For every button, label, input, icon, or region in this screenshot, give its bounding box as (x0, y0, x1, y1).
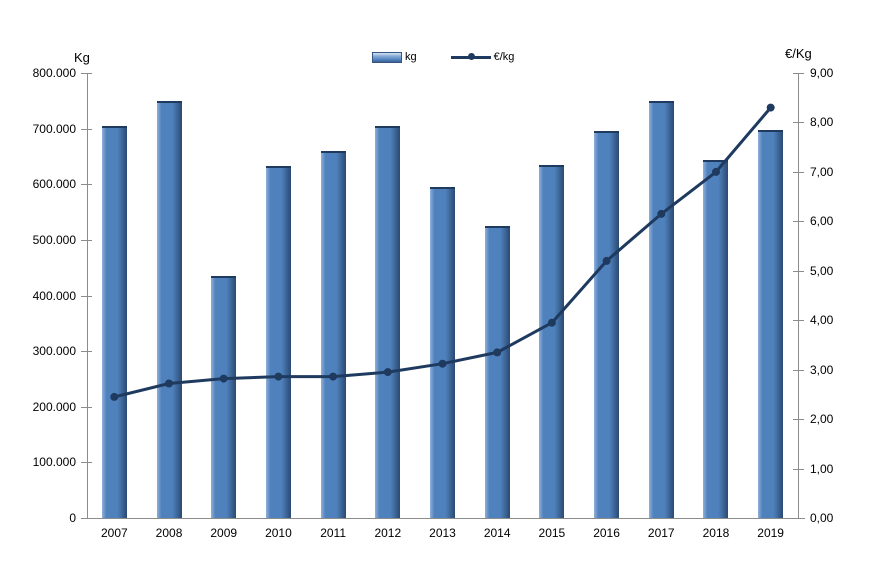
left-axis-title: Kg (74, 50, 90, 65)
x-axis-label-2014: 2014 (483, 526, 511, 540)
right-axis-tick-label: 6,00 (810, 214, 834, 229)
bar-2010 (265, 166, 291, 518)
left-axis-tick-label: 700.000 (32, 121, 76, 136)
left-axis-tick (81, 239, 92, 241)
right-axis-tick-label: 7,00 (810, 164, 834, 179)
left-axis-tick (81, 128, 92, 130)
right-axis-tick-label: 3,00 (810, 362, 834, 377)
bar-2011 (320, 150, 346, 518)
right-axis-line (798, 73, 799, 518)
bar-2019 (758, 129, 784, 518)
x-axis-label-2008: 2008 (155, 526, 183, 540)
left-axis-tick-label: 300.000 (32, 344, 76, 359)
bar-series-swatch-icon (372, 51, 402, 63)
x-axis-label-2010: 2010 (265, 526, 292, 540)
legend-label-eur-per-kg: €/kg (493, 51, 515, 63)
bar-2018 (703, 160, 729, 518)
left-axis-tick (81, 184, 92, 186)
left-axis-tick-label: 600.000 (32, 177, 76, 192)
left-axis-tick (81, 406, 92, 408)
right-axis-tick (793, 122, 804, 124)
right-axis-tick (793, 468, 804, 470)
bar-2012 (375, 125, 401, 518)
left-axis-tick (81, 295, 92, 297)
left-axis-tick (81, 462, 92, 464)
legend-item-kg: kg (372, 51, 417, 63)
left-axis-tick (81, 518, 92, 519)
line-marker-dot-icon (467, 52, 475, 60)
x-axis-label-2007: 2007 (100, 526, 128, 540)
right-axis-tick (793, 369, 804, 371)
left-axis-tick-label: 500.000 (32, 232, 76, 247)
x-axis-label-2011: 2011 (320, 526, 347, 540)
legend-item-eur-per-kg: €/kg (450, 51, 515, 63)
legend-label-kg: kg (405, 51, 417, 63)
right-axis-tick (793, 518, 804, 519)
left-axis-tick-label: 200.000 (32, 399, 76, 414)
line-marker-2019 (766, 103, 775, 112)
line-series-swatch-icon (450, 52, 491, 60)
x-axis-line (81, 518, 805, 519)
right-axis-tick (793, 221, 804, 223)
x-axis-label-2013: 2013 (429, 526, 456, 540)
bar-2008 (156, 100, 182, 518)
x-axis-label-2017: 2017 (647, 526, 675, 540)
left-axis-tick-label: 0 (69, 511, 76, 525)
bar-2016 (594, 131, 620, 518)
bar-2013 (430, 187, 455, 518)
right-axis-tick-label: 2,00 (810, 412, 834, 427)
bar-2015 (539, 164, 565, 518)
x-axis-label-2015: 2015 (538, 526, 566, 540)
right-axis-tick-label: 9,00 (810, 66, 834, 80)
left-axis-tick (81, 73, 92, 74)
bar-2014 (484, 225, 510, 518)
x-axis-label-2009: 2009 (210, 526, 238, 540)
right-axis-tick (793, 270, 804, 272)
left-axis-tick (81, 351, 92, 353)
x-axis-label-2016: 2016 (593, 526, 620, 540)
right-axis-tick-label: 4,00 (810, 313, 834, 328)
left-axis-tick-label: 100.000 (32, 455, 76, 470)
right-axis-tick-label: 0,00 (810, 511, 834, 525)
bar-2007 (101, 125, 127, 518)
right-axis-tick (793, 73, 804, 74)
right-axis-tick-label: 1,00 (810, 461, 834, 476)
legend: kg €/kg (372, 51, 514, 63)
bar-2017 (648, 100, 674, 518)
right-axis-tick (793, 419, 804, 421)
right-axis-tick (793, 320, 804, 322)
x-axis-label-2019: 2019 (757, 526, 784, 540)
right-axis-tick-label: 5,00 (810, 263, 834, 278)
right-axis-tick (793, 171, 804, 173)
left-axis-tick-label: 800.000 (32, 66, 76, 80)
left-axis-tick-label: 400.000 (32, 288, 76, 303)
right-axis-tick-label: 8,00 (810, 115, 834, 130)
x-axis-label-2012: 2012 (374, 526, 402, 540)
right-axis-title: €/Kg (785, 46, 812, 61)
bar-2009 (211, 276, 237, 518)
x-axis-label-2018: 2018 (702, 526, 730, 540)
